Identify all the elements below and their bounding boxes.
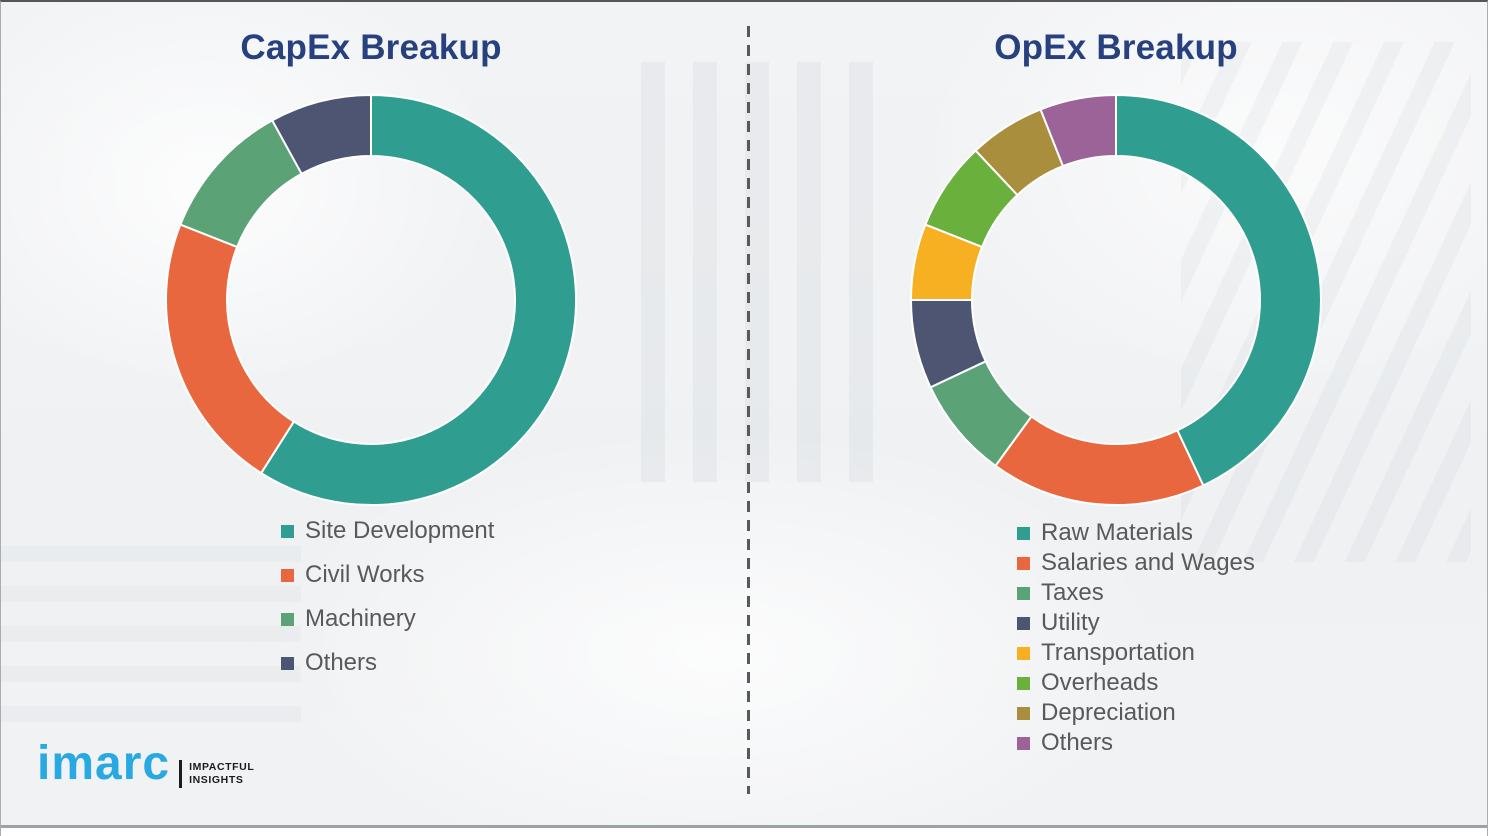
opex-donut-chart [906, 90, 1326, 510]
donut-segment-raw-materials [1115, 94, 1322, 487]
legend-label: Site Development [305, 517, 495, 544]
legend-swatch-icon [1017, 736, 1030, 750]
legend-label: Salaries and Wages [1041, 549, 1255, 576]
legend-item-raw-materials: Raw Materials [1017, 518, 1255, 548]
legend-label: Transportation [1041, 639, 1195, 666]
background-watermark [1, 522, 301, 722]
legend-swatch-icon [1017, 616, 1030, 630]
legend-label: Others [1041, 729, 1114, 756]
legend-item-overheads: Overheads [1017, 668, 1255, 698]
donut-segment-others [1039, 94, 1117, 168]
legend-swatch-icon [281, 524, 294, 538]
legend-item-taxes: Taxes [1017, 578, 1255, 608]
opex-legend: Raw Materials Salaries and Wages Taxes Util… [1017, 518, 1255, 758]
legend-item-depreciation: Depreciation [1017, 698, 1255, 728]
legend-item-transportation: Transportation [1017, 638, 1255, 668]
imarc-logo: imarc IMPACTFUL INSIGHTS [37, 740, 254, 788]
imarc-logo-brand-text: imarc [37, 737, 171, 790]
capex-donut-chart [161, 90, 581, 510]
legend-label: Raw Materials [1041, 519, 1194, 546]
legend-swatch-icon [1017, 556, 1030, 570]
legend-label: Others [305, 649, 378, 676]
legend-label: Utility [1041, 609, 1100, 636]
opex-chart-title: OpEx Breakup [994, 28, 1238, 67]
capex-legend: Site Development Civil Works Machinery Othe… [281, 509, 494, 685]
legend-swatch-icon [1017, 646, 1030, 660]
donut-segment-site-development [260, 94, 577, 506]
legend-swatch-icon [281, 656, 294, 670]
legend-item-utility: Utility [1017, 608, 1255, 638]
logo-separator-bar [179, 760, 183, 788]
legend-label: Civil Works [305, 561, 425, 588]
tagline-line-2: INSIGHTS [189, 773, 244, 786]
legend-label: Taxes [1041, 579, 1104, 606]
background-watermark [641, 62, 901, 482]
capex-chart-title: CapEx Breakup [240, 28, 502, 67]
legend-item-civil-works: Civil Works [281, 553, 494, 597]
legend-item-machinery: Machinery [281, 597, 494, 641]
legend-label: Depreciation [1041, 699, 1176, 726]
legend-swatch-icon [1017, 706, 1030, 720]
legend-item-site-development: Site Development [281, 509, 494, 553]
legend-label: Overheads [1041, 669, 1159, 696]
donut-segment-salaries-and-wages [994, 415, 1205, 506]
legend-item-others: Others [281, 641, 494, 685]
donut-segment-civil-works [165, 223, 295, 475]
imarc-logo-tagline: IMPACTFUL INSIGHTS [189, 761, 254, 786]
bottom-border-line [1, 825, 1487, 828]
tagline-line-1: IMPACTFUL [189, 761, 255, 773]
legend-swatch-icon [1017, 526, 1030, 540]
legend-swatch-icon [281, 568, 294, 582]
legend-item-salaries-and-wages: Salaries and Wages [1017, 548, 1255, 578]
legend-swatch-icon [281, 612, 294, 626]
legend-label: Machinery [305, 605, 416, 632]
vertical-dashed-divider [747, 26, 750, 794]
legend-item-others: Others [1017, 728, 1255, 758]
legend-swatch-icon [1017, 676, 1030, 690]
bottom-white-strip [1, 828, 1487, 836]
donut-segment-others [271, 94, 372, 175]
legend-swatch-icon [1017, 586, 1030, 600]
